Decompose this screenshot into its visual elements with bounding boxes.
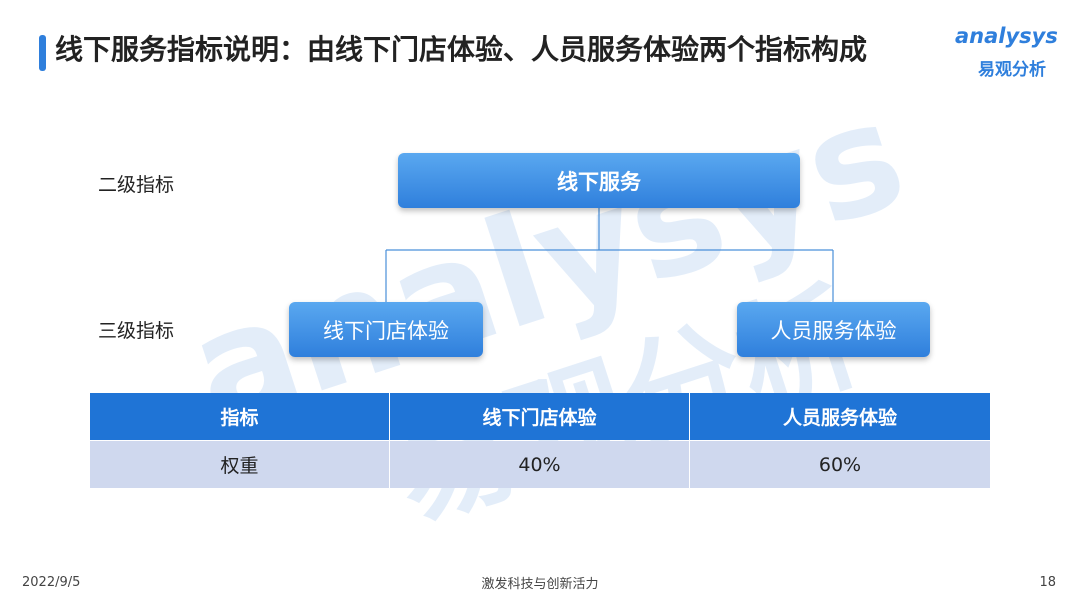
table-cell: 40% <box>390 441 689 488</box>
table-header: 指标 <box>90 393 389 440</box>
level-label: 三级指标 <box>98 320 175 342</box>
title-marker <box>39 35 46 71</box>
footer-date: 2022/9/5 <box>22 575 81 590</box>
table-cell: 权重 <box>90 441 389 488</box>
logo-brand: analysys <box>955 24 1058 48</box>
title: 线下服务指标说明：由线下门店体验、人员服务体验两个指标构成 <box>55 33 868 66</box>
node: 线下门店体验 <box>289 302 483 357</box>
table-header: 线下门店体验 <box>390 393 689 440</box>
level-label: 二级指标 <box>98 174 175 196</box>
page-number: 18 <box>1039 575 1056 590</box>
connectors <box>385 208 834 302</box>
footer-slogan: 激发科技与创新活力 <box>481 577 599 592</box>
node: 人员服务体验 <box>737 302 930 357</box>
table-cell: 60% <box>690 441 990 488</box>
logo-name: 易观分析 <box>978 60 1046 80</box>
node: 线下服务 <box>398 153 800 208</box>
table-header: 人员服务体验 <box>690 393 990 440</box>
